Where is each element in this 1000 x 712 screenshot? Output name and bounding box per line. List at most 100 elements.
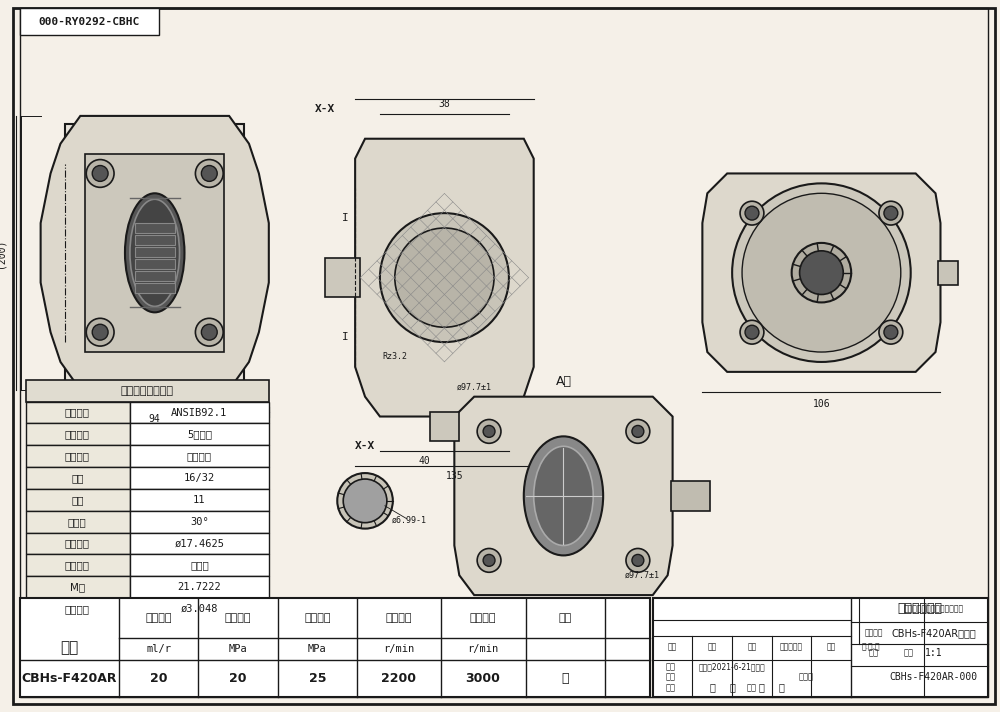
Text: 重量: 重量 [869, 648, 879, 657]
Circle shape [86, 159, 114, 187]
Text: I: I [342, 333, 349, 342]
Text: 21.7222: 21.7222 [177, 582, 221, 592]
Circle shape [632, 555, 644, 566]
Polygon shape [702, 174, 940, 372]
Circle shape [483, 555, 495, 566]
Bar [135, 283, 175, 293]
Bar [26, 424, 130, 445]
Text: 额定转速: 额定转速 [386, 613, 412, 623]
Circle shape [626, 419, 650, 444]
Text: 25: 25 [309, 672, 326, 685]
Text: (200): (200) [0, 238, 6, 268]
Text: MPa: MPa [229, 644, 247, 654]
Text: 16/32: 16/32 [184, 473, 215, 483]
Text: 5级精度: 5级精度 [187, 429, 212, 439]
Text: 平齿根: 平齿根 [190, 560, 209, 570]
Ellipse shape [130, 199, 180, 306]
Text: 额定排量: 额定排量 [145, 613, 172, 623]
Bar [671, 481, 710, 511]
Text: 节圆直径: 节圆直径 [65, 538, 90, 548]
Bar [130, 576, 269, 598]
Bar [26, 489, 130, 511]
Bar [430, 412, 459, 441]
Polygon shape [355, 139, 534, 417]
Polygon shape [454, 397, 673, 595]
Text: 签名: 签名 [827, 642, 836, 651]
Text: 20: 20 [229, 672, 247, 685]
Circle shape [343, 479, 387, 523]
Text: ø97.7±1: ø97.7±1 [457, 382, 492, 392]
Circle shape [884, 325, 898, 339]
Text: 径节: 径节 [71, 473, 84, 483]
Bar [130, 533, 269, 555]
Bar [26, 379, 269, 402]
Bar [130, 424, 269, 445]
Text: 000-RY0292-CBHC: 000-RY0292-CBHC [39, 16, 140, 26]
Text: ANSIB92.1: ANSIB92.1 [171, 407, 227, 417]
Circle shape [792, 243, 851, 303]
Bar [130, 511, 269, 533]
Bar [20, 8, 159, 35]
Text: 审查校对: 审查校对 [865, 628, 883, 637]
Text: 设计: 设计 [666, 662, 676, 671]
Bar [130, 467, 269, 489]
Bar [135, 235, 175, 245]
Circle shape [201, 165, 217, 182]
Circle shape [879, 320, 903, 344]
Text: 测量直径: 测量直径 [65, 604, 90, 614]
Circle shape [740, 201, 764, 225]
Text: r/min: r/min [467, 644, 499, 654]
Text: 花键规格: 花键规格 [65, 407, 90, 417]
Circle shape [86, 318, 114, 346]
Text: 最高压力: 最高压力 [304, 613, 331, 623]
Text: I: I [342, 213, 349, 223]
Circle shape [732, 184, 911, 362]
Circle shape [195, 318, 223, 346]
Circle shape [395, 228, 494, 328]
Bar [135, 223, 175, 233]
Bar [26, 511, 130, 533]
Bar [135, 247, 175, 257]
Text: 最高转速: 最高转速 [470, 613, 496, 623]
Text: 94: 94 [149, 414, 161, 424]
Bar [130, 555, 269, 576]
Text: 38: 38 [439, 99, 450, 109]
Bar [135, 258, 175, 268]
Bar [26, 402, 130, 424]
Text: 右: 右 [562, 672, 569, 685]
Bar [20, 598, 650, 697]
Text: 外连接尺寸图: 外连接尺寸图 [897, 602, 942, 615]
Circle shape [745, 325, 759, 339]
Ellipse shape [524, 436, 603, 555]
Text: 旋向: 旋向 [559, 613, 572, 623]
Text: 更改文件号: 更改文件号 [780, 642, 803, 651]
Circle shape [195, 159, 223, 187]
Circle shape [884, 206, 898, 220]
Bar [130, 598, 269, 620]
Text: ø6.99-1: ø6.99-1 [392, 516, 427, 525]
Bar [26, 467, 130, 489]
Circle shape [483, 426, 495, 437]
Ellipse shape [125, 193, 184, 313]
Text: 11: 11 [193, 495, 206, 505]
Circle shape [477, 548, 501, 572]
Bar [65, 124, 244, 382]
Circle shape [800, 251, 843, 295]
Bar [130, 445, 269, 467]
Text: 齿侧配合: 齿侧配合 [187, 451, 212, 461]
Text: 工艺: 工艺 [666, 683, 676, 692]
Circle shape [92, 165, 108, 182]
Bar [653, 598, 988, 697]
Bar [130, 489, 269, 511]
Bar [26, 445, 130, 467]
Text: CBHs-F420AR-000: CBHs-F420AR-000 [889, 672, 978, 682]
Text: 共: 共 [709, 682, 715, 692]
Text: 135: 135 [446, 471, 463, 481]
Text: 精度等级: 精度等级 [65, 429, 90, 439]
Text: r/min: r/min [383, 644, 414, 654]
Bar [26, 533, 130, 555]
Text: 20: 20 [150, 672, 167, 685]
Circle shape [632, 426, 644, 437]
Circle shape [879, 201, 903, 225]
Text: 齿根形状: 齿根形状 [65, 560, 90, 570]
